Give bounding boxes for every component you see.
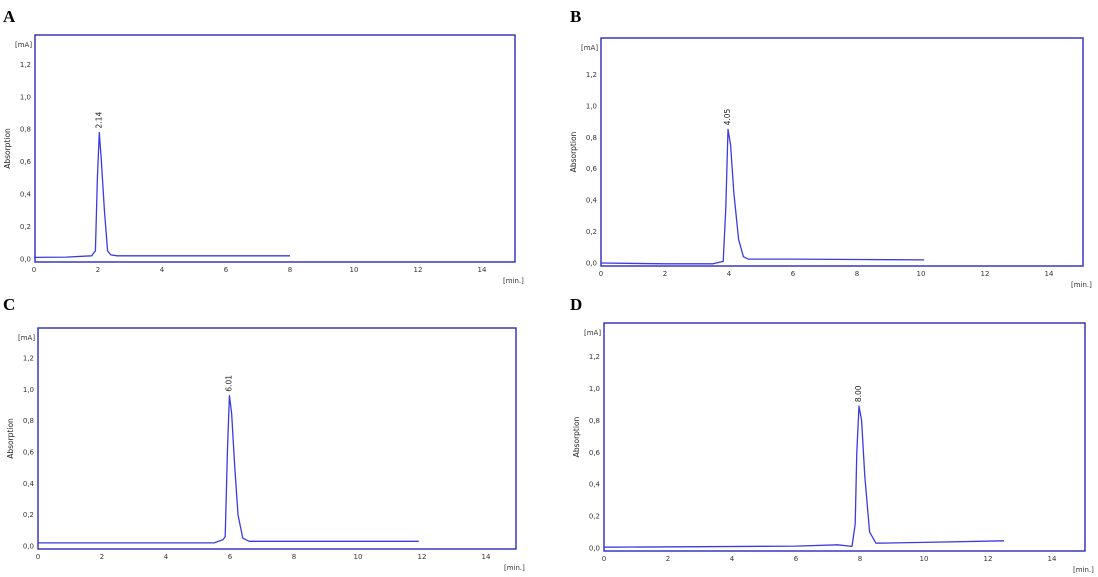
x-tick-label: 0 [599, 270, 603, 278]
y-unit-label: [mA] [18, 334, 35, 342]
x-unit-label: [min.] [1073, 566, 1094, 574]
y-tick-label: 1,2 [586, 71, 597, 79]
x-tick-label: 12 [984, 555, 993, 563]
y-tick-label: 0,4 [589, 481, 601, 489]
x-tick-label: 4 [164, 553, 169, 561]
chart-panel-d: D [mA] 0,0 0,2 0,4 0,6 0,8 1,0 1,2 0 2 4 6 8 10 12 14 [mi… [570, 295, 1094, 574]
x-tick-label: 8 [855, 270, 859, 278]
x-tick-label: 8 [858, 555, 862, 563]
panel-letter: D [570, 295, 582, 314]
x-tick-label: 12 [414, 266, 423, 274]
y-tick-label: 1,0 [23, 386, 34, 394]
x-tick-label: 14 [1048, 555, 1057, 563]
x-tick-label: 8 [288, 266, 292, 274]
chromatogram-trace [600, 128, 925, 265]
x-tick-label: 8 [292, 553, 296, 561]
x-tick-label: 10 [917, 270, 926, 278]
chromatogram-trace [33, 131, 290, 259]
x-tick-label: 10 [350, 266, 359, 274]
peak-retention-label: 4.05 [723, 109, 732, 126]
y-axis-title: Absorption [3, 128, 12, 169]
y-tick-label: 0,2 [589, 513, 600, 521]
x-tick-label: 2 [100, 553, 104, 561]
chromatogram-trace [38, 394, 419, 544]
peak-retention-label: 8.00 [854, 385, 863, 402]
x-tick-label: 2 [96, 266, 100, 274]
x-tick-label: 0 [36, 553, 40, 561]
x-tick-label: 12 [981, 270, 990, 278]
y-axis-title: Absorption [6, 418, 15, 459]
y-tick-label: 0,2 [23, 511, 34, 519]
y-tick-label: 0,8 [23, 417, 34, 425]
y-tick-label: 0,6 [20, 158, 32, 166]
x-tick-label: 6 [228, 553, 233, 561]
x-tick-label: 2 [663, 270, 667, 278]
panel-letter: B [570, 7, 581, 26]
y-tick-label: 0,0 [589, 545, 600, 553]
y-tick-label: 0,4 [20, 191, 32, 199]
panel-letter: C [3, 295, 15, 314]
y-tick-label: 0,2 [20, 223, 31, 231]
chart-panel-c: C [mA] 0,0 0,2 0,4 0,6 0,8 1,0 1,2 0 2 4 6 8 10 12 14 [mi… [3, 295, 525, 572]
y-unit-label: [mA] [581, 44, 598, 52]
x-tick-label: 10 [354, 553, 363, 561]
y-axis-title: Absorption [569, 131, 578, 172]
chromatogram-trace [603, 405, 1005, 548]
x-tick-label: 2 [666, 555, 670, 563]
y-tick-label: 0,2 [586, 228, 597, 236]
plot-frame [600, 37, 1084, 267]
plot-frame [603, 322, 1086, 552]
y-tick-label: 0,8 [586, 134, 597, 142]
y-tick-label: 0,0 [586, 260, 597, 268]
peak-retention-label: 2.14 [94, 112, 103, 129]
y-tick-label: 0,6 [589, 449, 601, 457]
x-tick-label: 6 [794, 555, 799, 563]
chart-panel-b: B [mA] 0,0 0,2 0,4 0,6 0,8 1,0 1,2 0 2 4 6 8 10 12 14 [mi… [569, 7, 1092, 289]
x-unit-label: [min.] [503, 277, 524, 285]
y-axis-title: Absorption [572, 416, 581, 457]
y-tick-label: 0,4 [23, 480, 35, 488]
x-tick-label: 6 [224, 266, 229, 274]
y-tick-label: 0,8 [589, 417, 600, 425]
y-tick-label: 0,0 [20, 256, 31, 264]
y-tick-label: 1,2 [23, 355, 34, 363]
y-tick-label: 0,6 [23, 449, 35, 457]
y-unit-label: [mA] [15, 41, 32, 49]
y-tick-label: 0,8 [20, 126, 31, 134]
y-tick-label: 1,0 [20, 93, 31, 101]
y-tick-label: 1,0 [586, 102, 597, 110]
x-tick-label: 4 [160, 266, 165, 274]
x-tick-label: 14 [482, 553, 491, 561]
x-unit-label: [min.] [504, 564, 525, 572]
x-tick-label: 14 [478, 266, 487, 274]
y-tick-label: 0,4 [586, 197, 598, 205]
plot-frame [37, 327, 517, 550]
x-tick-label: 0 [32, 266, 36, 274]
y-tick-label: 1,0 [589, 385, 600, 393]
x-tick-label: 4 [730, 555, 735, 563]
x-tick-label: 4 [727, 270, 732, 278]
peak-retention-label: 6.01 [224, 375, 233, 392]
x-tick-label: 0 [602, 555, 606, 563]
y-tick-label: 0,0 [23, 543, 34, 551]
x-tick-label: 12 [418, 553, 427, 561]
plot-frame [34, 34, 516, 263]
y-unit-label: [mA] [584, 329, 601, 337]
x-tick-label: 6 [791, 270, 796, 278]
y-tick-label: 0,6 [586, 165, 598, 173]
y-tick-label: 1,2 [20, 61, 31, 69]
chart-panel-a: A [mA] 0,0 0,2 0,4 0,6 0,8 1,0 1,2 0 2 4 6 8 10 12 14 [mi… [3, 7, 524, 285]
y-tick-label: 1,2 [589, 353, 600, 361]
x-tick-label: 14 [1045, 270, 1054, 278]
panel-letter: A [3, 7, 16, 26]
x-unit-label: [min.] [1071, 281, 1092, 289]
x-tick-label: 10 [920, 555, 929, 563]
